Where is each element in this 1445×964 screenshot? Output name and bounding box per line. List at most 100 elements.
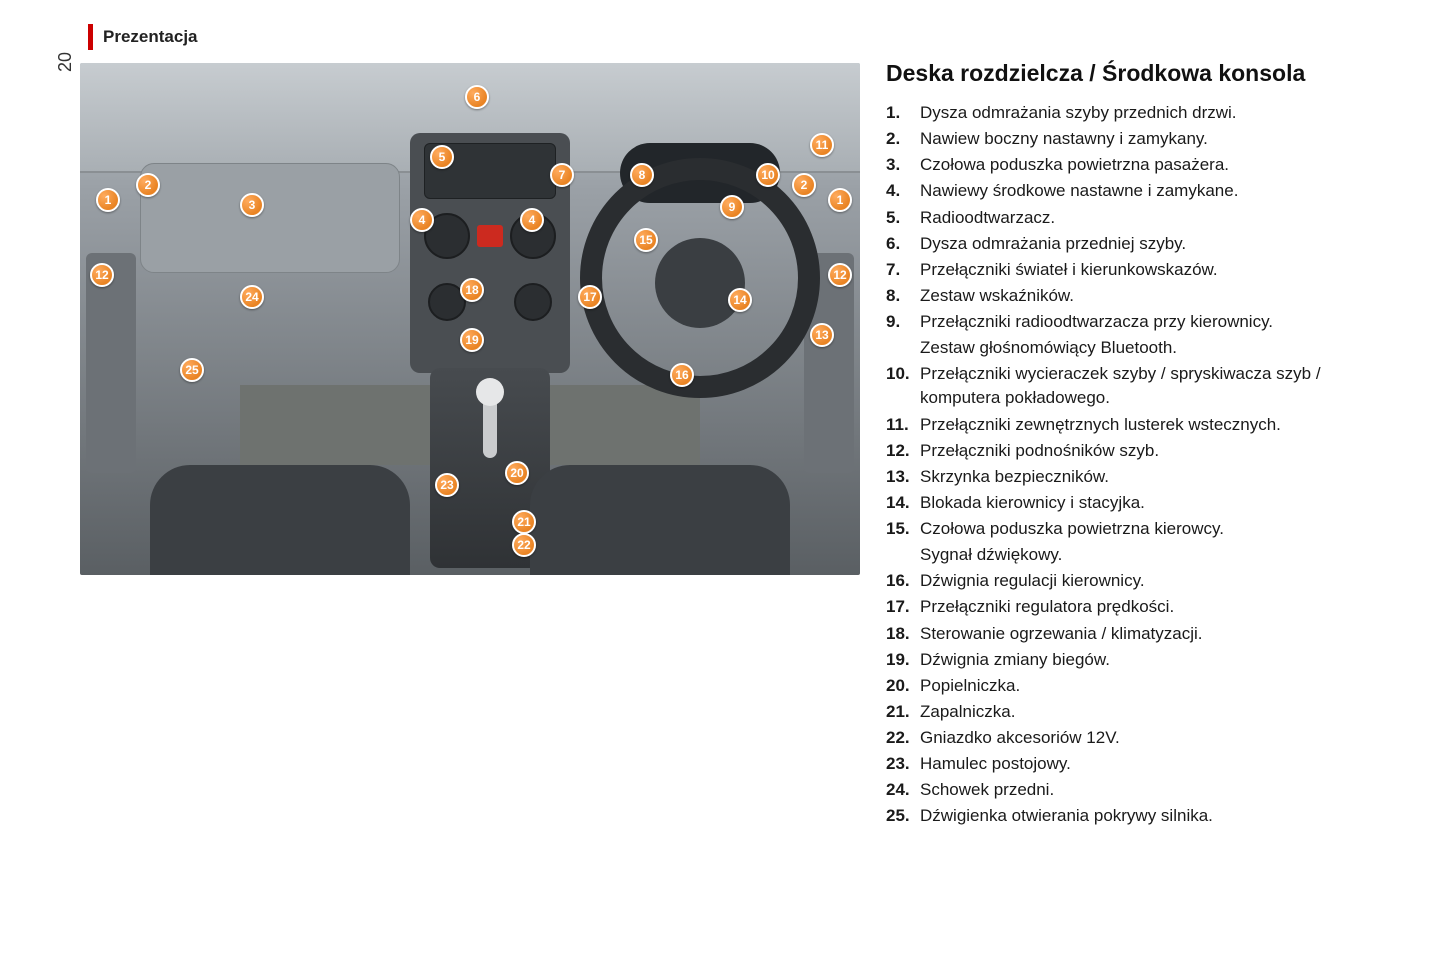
legend-item: 8.Zestaw wskaźników. (886, 284, 1386, 308)
callout-marker: 21 (512, 510, 536, 534)
callout-marker: 16 (670, 363, 694, 387)
legend-item: 7.Przełączniki świateł i kierunkowskazów… (886, 258, 1386, 282)
callout-marker: 4 (410, 208, 434, 232)
legend-item: 1.Dysza odmrażania szyby przednich drzwi… (886, 101, 1386, 125)
callout-marker: 14 (728, 288, 752, 312)
callout-marker: 1 (96, 188, 120, 212)
callout-marker: 20 (505, 461, 529, 485)
gear-knob (476, 378, 504, 406)
seat-right (530, 465, 790, 575)
legend-item-text: Dysza odmrażania szyby przednich drzwi. (920, 101, 1386, 125)
callout-marker: 7 (550, 163, 574, 187)
legend-item: 2.Nawiew boczny nastawny i zamykany. (886, 127, 1386, 151)
legend-item-text: Blokada kierownicy i stacyjka. (920, 491, 1386, 515)
legend-item-number: 25. (886, 804, 920, 828)
legend-item-number: 18. (886, 622, 920, 646)
legend-item-text: Gniazdko akcesoriów 12V. (920, 726, 1386, 750)
legend-item-number: 9. (886, 310, 920, 334)
center-stack (410, 133, 570, 373)
legend-item-number: 21. (886, 700, 920, 724)
legend-item-text: Przełączniki radioodtwarzacza przy kiero… (920, 310, 1386, 334)
legend-item: 14.Blokada kierownicy i stacyjka. (886, 491, 1386, 515)
legend-item: 22.Gniazdko akcesoriów 12V. (886, 726, 1386, 750)
legend-item-subtext: Sygnał dźwiękowy. (920, 543, 1386, 567)
legend-item-text: Przełączniki świateł i kierunkowskazów. (920, 258, 1386, 282)
legend-list: 1.Dysza odmrażania szyby przednich drzwi… (886, 101, 1386, 829)
legend-item-text: Dźwigienka otwierania pokrywy silnika. (920, 804, 1386, 828)
callout-marker: 11 (810, 133, 834, 157)
legend-item-text: Radioodtwarzacz. (920, 206, 1386, 230)
steering-hub (655, 238, 745, 328)
legend-item-number: 4. (886, 179, 920, 203)
legend-item: 10.Przełączniki wycieraczek szyby / spry… (886, 362, 1386, 410)
callout-marker: 22 (512, 533, 536, 557)
legend-item: 16.Dźwignia regulacji kierownicy. (886, 569, 1386, 593)
legend-item-subtext: Zestaw głośnomówiący Bluetooth. (920, 336, 1386, 360)
legend-item-number: 5. (886, 206, 920, 230)
legend-item-number: 10. (886, 362, 920, 410)
section-title: Prezentacja (103, 27, 198, 47)
legend-item-number: 13. (886, 465, 920, 489)
legend-heading: Deska rozdzielcza / Środkowa konsola (886, 60, 1386, 87)
callout-marker: 19 (460, 328, 484, 352)
legend-item-number: 12. (886, 439, 920, 463)
legend-item-number: 16. (886, 569, 920, 593)
legend-item-text: Przełączniki regulatora prędkości. (920, 595, 1386, 619)
legend-item-text: Dźwignia zmiany biegów. (920, 648, 1386, 672)
dashboard-illustration: 1234456789102111121213141516171819202122… (80, 63, 860, 575)
callout-marker: 8 (630, 163, 654, 187)
callout-marker: 5 (430, 145, 454, 169)
legend-item-text: Przełączniki zewnętrznych lusterek wstec… (920, 413, 1386, 437)
legend-item: 18.Sterowanie ogrzewania / klimatyzacji. (886, 622, 1386, 646)
legend-item-text: Nawiew boczny nastawny i zamykany. (920, 127, 1386, 151)
legend-item: 12.Przełączniki podnośników szyb. (886, 439, 1386, 463)
seat-left (150, 465, 410, 575)
legend-item: 25.Dźwigienka otwierania pokrywy silnika… (886, 804, 1386, 828)
legend-item-text: Czołowa poduszka powietrzna pasażera. (920, 153, 1386, 177)
callout-marker: 12 (828, 263, 852, 287)
callout-marker: 24 (240, 285, 264, 309)
callout-marker: 4 (520, 208, 544, 232)
hazard-button (477, 225, 503, 247)
callout-marker: 10 (756, 163, 780, 187)
legend-item-number: 15. (886, 517, 920, 541)
legend-item: 3.Czołowa poduszka powietrzna pasażera. (886, 153, 1386, 177)
callout-marker: 12 (90, 263, 114, 287)
legend-item-number: 24. (886, 778, 920, 802)
glovebox (140, 163, 400, 273)
legend-item-number: 20. (886, 674, 920, 698)
legend-item-number: 7. (886, 258, 920, 282)
legend-item-text: Skrzynka bezpieczników. (920, 465, 1386, 489)
page-number: 20 (55, 52, 76, 72)
legend-item-text: Dysza odmrażania przedniej szyby. (920, 232, 1386, 256)
callout-marker: 9 (720, 195, 744, 219)
legend-item-text: Hamulec postojowy. (920, 752, 1386, 776)
callout-marker: 25 (180, 358, 204, 382)
legend-item-text: Nawiewy środkowe nastawne i zamykane. (920, 179, 1386, 203)
legend-item-number: 19. (886, 648, 920, 672)
legend-item-number: 8. (886, 284, 920, 308)
legend-item: 24.Schowek przedni. (886, 778, 1386, 802)
legend-item: 6.Dysza odmrażania przedniej szyby. (886, 232, 1386, 256)
accent-bar (88, 24, 93, 50)
legend-item-text: Czołowa poduszka powietrzna kierowcy. (920, 517, 1386, 541)
legend-item: 11.Przełączniki zewnętrznych lusterek ws… (886, 413, 1386, 437)
legend-item-number: 22. (886, 726, 920, 750)
legend-item-number: 2. (886, 127, 920, 151)
legend-item-text: Schowek przedni. (920, 778, 1386, 802)
legend-item-number: 23. (886, 752, 920, 776)
legend-column: Deska rozdzielcza / Środkowa konsola 1.D… (886, 60, 1386, 831)
legend-item-text: Przełączniki podnośników szyb. (920, 439, 1386, 463)
legend-item-text: Sterowanie ogrzewania / klimatyzacji. (920, 622, 1386, 646)
callout-marker: 15 (634, 228, 658, 252)
page-header: Prezentacja (88, 24, 198, 50)
legend-item: 19.Dźwignia zmiany biegów. (886, 648, 1386, 672)
legend-item: 21.Zapalniczka. (886, 700, 1386, 724)
legend-item-text: Popielniczka. (920, 674, 1386, 698)
legend-item: 15.Czołowa poduszka powietrzna kierowcy. (886, 517, 1386, 541)
legend-item-number: 1. (886, 101, 920, 125)
callout-marker: 1 (828, 188, 852, 212)
legend-item: 4.Nawiewy środkowe nastawne i zamykane. (886, 179, 1386, 203)
callout-marker: 2 (136, 173, 160, 197)
callout-marker: 18 (460, 278, 484, 302)
